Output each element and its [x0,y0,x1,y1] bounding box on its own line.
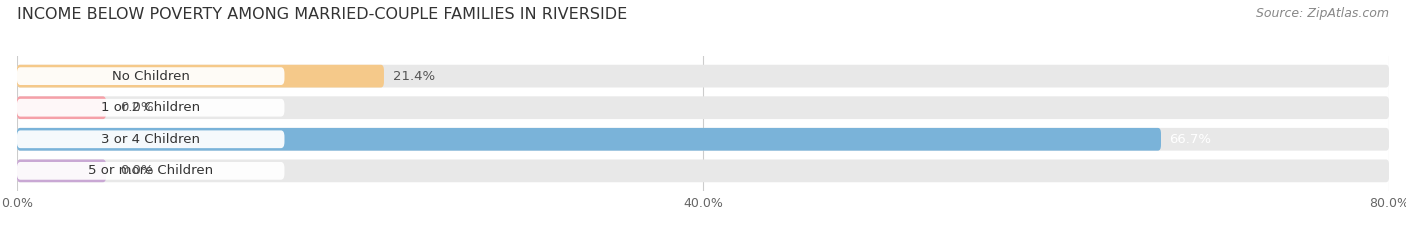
Text: INCOME BELOW POVERTY AMONG MARRIED-COUPLE FAMILIES IN RIVERSIDE: INCOME BELOW POVERTY AMONG MARRIED-COUPL… [17,7,627,22]
FancyBboxPatch shape [17,128,1389,151]
Text: 21.4%: 21.4% [392,70,434,83]
Text: Source: ZipAtlas.com: Source: ZipAtlas.com [1256,7,1389,20]
Text: 1 or 2 Children: 1 or 2 Children [101,101,200,114]
Text: 5 or more Children: 5 or more Children [89,164,214,177]
Text: 0.0%: 0.0% [120,101,153,114]
FancyBboxPatch shape [17,128,1161,151]
FancyBboxPatch shape [17,159,105,182]
FancyBboxPatch shape [17,162,284,180]
FancyBboxPatch shape [17,99,284,116]
FancyBboxPatch shape [17,96,1389,119]
FancyBboxPatch shape [17,67,284,85]
FancyBboxPatch shape [17,96,105,119]
Text: 66.7%: 66.7% [1170,133,1212,146]
FancyBboxPatch shape [17,130,284,148]
Text: 0.0%: 0.0% [120,164,153,177]
Text: 3 or 4 Children: 3 or 4 Children [101,133,200,146]
FancyBboxPatch shape [17,159,1389,182]
Text: No Children: No Children [111,70,190,83]
FancyBboxPatch shape [17,65,384,88]
FancyBboxPatch shape [17,65,1389,88]
